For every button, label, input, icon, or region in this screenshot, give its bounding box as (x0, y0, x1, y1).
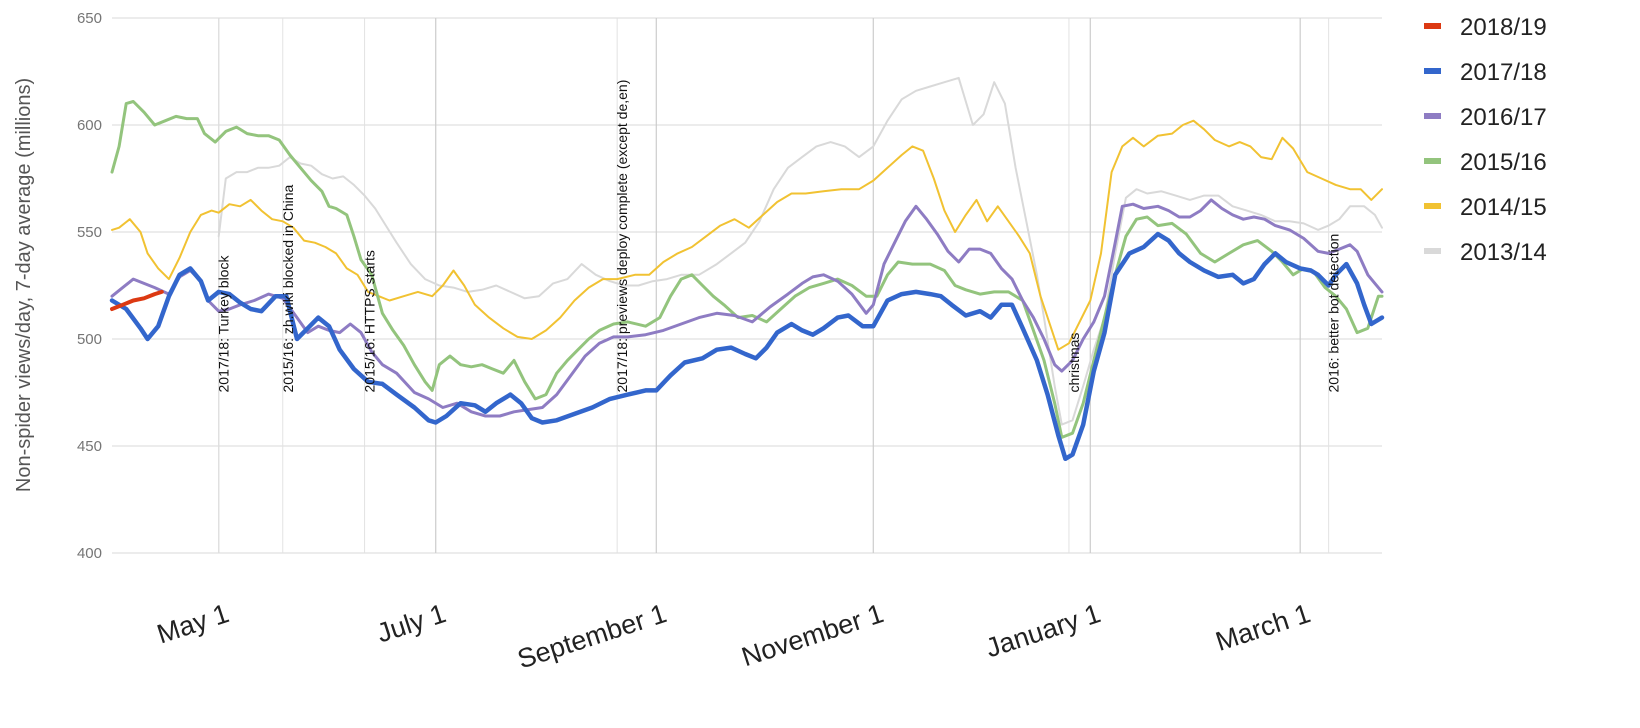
x-tick-label: November 1 (738, 598, 887, 672)
legend-item[interactable]: 2015/16 (1424, 149, 1547, 176)
x-tick-label: January 1 (982, 598, 1104, 663)
grid-lines (112, 17, 1382, 554)
annotation-labels: 2017/18: Turkey block 2015/16: zh.wiki bl… (216, 80, 1342, 393)
legend-item[interactable]: 2016/17 (1424, 104, 1547, 131)
x-tick-label: May 1 (153, 598, 232, 649)
series-line-2013-14 (217, 76, 1383, 426)
legend-label: 2015/16 (1460, 149, 1547, 176)
legend: 2018/19 2017/18 2016/17 2015/16 2014/15 2013/… (1424, 14, 1547, 266)
x-tick-label: September 1 (514, 598, 670, 674)
series-line-2018-19 (110, 289, 164, 311)
x-axis-ticks: May 1 July 1 September 1 November 1 January … (153, 598, 1314, 674)
legend-label: 2014/15 (1460, 194, 1547, 221)
annotation-label: christmas (1066, 333, 1082, 393)
legend-item[interactable]: 2018/19 (1424, 14, 1547, 41)
legend-label: 2013/14 (1460, 239, 1547, 266)
legend-item[interactable]: 2013/14 (1424, 239, 1547, 266)
legend-swatch (1424, 158, 1441, 164)
legend-swatch (1424, 23, 1441, 29)
x-tick-label: March 1 (1212, 598, 1314, 657)
legend-label: 2017/18 (1460, 59, 1547, 86)
y-tick-label: 400 (77, 545, 102, 562)
y-axis-ticks: 400 450 500 550 600 650 (77, 10, 102, 562)
series-lines (109, 76, 1385, 462)
y-tick-label: 450 (77, 438, 102, 455)
series-line-2015-16 (110, 100, 1384, 439)
annotation-label: 2015/16: zh.wiki blocked in China (280, 184, 296, 392)
legend-label: 2018/19 (1460, 14, 1547, 41)
y-tick-label: 650 (77, 10, 102, 27)
series-line-2016-17 (110, 198, 1384, 418)
legend-swatch (1424, 68, 1441, 74)
annotation-label: 2017/18: Turkey block (216, 255, 232, 393)
legend-label: 2016/17 (1460, 104, 1547, 131)
y-tick-label: 550 (77, 224, 102, 241)
annotation-label: 2017/18: previews deploy complete (excep… (614, 80, 630, 393)
series-line-2017-18 (109, 231, 1385, 462)
annotation-lines (218, 18, 1330, 553)
legend-item[interactable]: 2014/15 (1424, 194, 1547, 221)
legend-swatch (1424, 203, 1441, 209)
y-tick-label: 600 (77, 117, 102, 134)
legend-item[interactable]: 2017/18 (1424, 59, 1547, 86)
y-axis-label: Non-spider views/day, 7-day average (mil… (13, 78, 35, 492)
y-tick-label: 500 (77, 331, 102, 348)
annotation-label: 2016: better bot detection (1326, 234, 1342, 393)
annotation-label: 2015/16: HTTPS starts (362, 250, 378, 392)
x-tick-label: July 1 (373, 598, 449, 648)
legend-swatch (1424, 113, 1441, 119)
legend-swatch (1424, 248, 1441, 254)
series-line-2014-15 (111, 119, 1383, 351)
